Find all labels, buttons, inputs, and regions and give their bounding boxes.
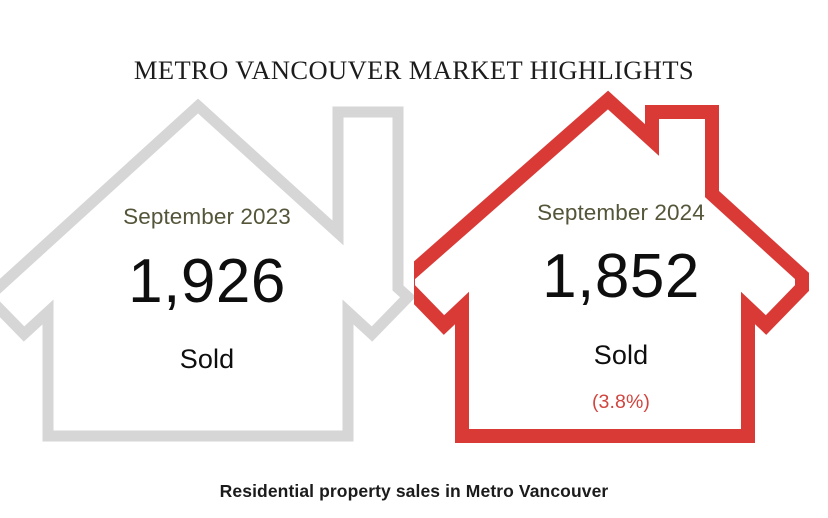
house-card-previous: September 2023 1,926 Sold [0, 88, 414, 448]
house-outline-current-icon [414, 90, 809, 443]
house-outline-previous-icon [0, 98, 414, 442]
page-title: METRO VANCOUVER MARKET HIGHLIGHTS [133, 55, 695, 85]
footer-caption: Residential property sales in Metro Vanc… [219, 481, 609, 501]
house-card-current: September 2024 1,852 Sold (3.8%) [414, 88, 828, 448]
